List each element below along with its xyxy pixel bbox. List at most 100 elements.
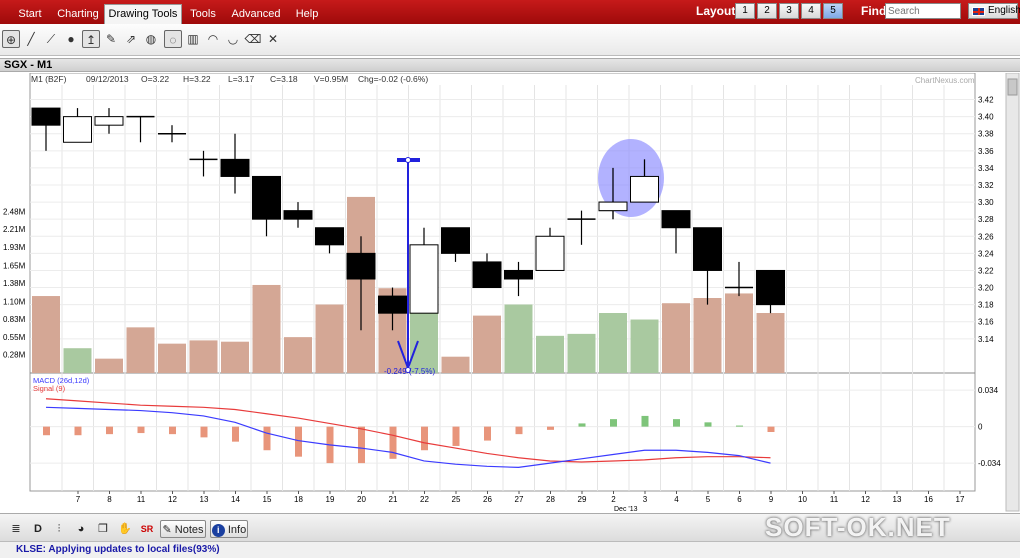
- tab-drawing-tools[interactable]: Drawing Tools: [104, 4, 182, 24]
- layout-button-4[interactable]: 4: [801, 3, 821, 19]
- notes-label: Notes: [174, 524, 204, 536]
- volume-tick-label: 1.10M: [3, 297, 26, 306]
- volume-bar: [756, 313, 785, 373]
- tab-charting[interactable]: Charting: [57, 8, 99, 20]
- fibonacci-lines-icon[interactable]: ▥: [187, 32, 199, 46]
- price-tick-label: 3.22: [978, 266, 994, 275]
- tab-advanced[interactable]: Advanced: [231, 8, 281, 20]
- price-tick-label: 3.18: [978, 301, 994, 310]
- notes-icon: ✎: [162, 524, 172, 536]
- x-tick-label: 25: [452, 495, 461, 504]
- info-button[interactable]: i Info: [210, 520, 248, 538]
- fan-tool-icon[interactable]: ◡: [227, 32, 239, 46]
- volume-bar: [410, 305, 438, 373]
- macd-histogram-bar: [704, 422, 712, 427]
- vertical-arrow-icon[interactable]: ↥: [82, 30, 100, 48]
- volume-bar: [504, 304, 533, 373]
- volume-bar: [599, 313, 627, 373]
- price-tick-label: 3.40: [978, 113, 994, 122]
- x-tick-label: 17: [956, 495, 965, 504]
- menu-lines-icon[interactable]: ≣: [11, 523, 21, 535]
- x-tick-label: 22: [420, 495, 429, 504]
- ellipse-tool-icon[interactable]: ◍: [145, 32, 157, 46]
- tab-tools[interactable]: Tools: [190, 8, 216, 20]
- volume-tick-label: 2.21M: [3, 225, 26, 234]
- ohlc-info-text: C=3.18: [270, 74, 298, 84]
- volume-tick-label: 1.38M: [3, 279, 26, 288]
- callout-tool-icon[interactable]: ◌: [164, 30, 182, 48]
- color-palette-icon[interactable]: ◕: [77, 523, 85, 535]
- circle-point-icon[interactable]: ●: [67, 32, 75, 46]
- x-tick-label: 11: [830, 495, 839, 504]
- macd-histogram-bar: [452, 426, 460, 446]
- volume-bar: [32, 296, 60, 373]
- uk-flag-icon: [972, 7, 985, 16]
- layout-button-3[interactable]: 3: [779, 3, 799, 19]
- candle-body: [315, 227, 344, 246]
- volume-bar: [284, 337, 312, 373]
- x-tick-label: 27: [515, 495, 524, 504]
- ohlc-info-text: H=3.22: [183, 74, 211, 84]
- month-label: Dec '13: [614, 506, 638, 513]
- ohlc-info-text: 09/12/2013: [86, 74, 129, 84]
- eraser-icon[interactable]: ⌫: [244, 32, 262, 46]
- erase-all-icon[interactable]: ✕: [267, 32, 279, 46]
- candle-body: [346, 252, 376, 280]
- x-tick-label: 2: [611, 495, 616, 504]
- candle-body: [598, 201, 628, 212]
- layout-button-5[interactable]: 5: [823, 3, 843, 19]
- arc-tool-icon[interactable]: ◠: [207, 32, 219, 46]
- price-tick-label: 3.36: [978, 147, 994, 156]
- candle-body: [504, 269, 533, 280]
- daily-interval-icon[interactable]: D: [34, 523, 42, 535]
- price-tick-label: 3.16: [978, 318, 994, 327]
- language-button[interactable]: English: [968, 3, 1020, 19]
- macd-histogram-bar: [547, 426, 554, 430]
- cursor-add-icon[interactable]: ⊕: [2, 30, 20, 48]
- candle-body: [378, 295, 407, 314]
- candle-body: [693, 227, 722, 271]
- price-tick-label: 3.24: [978, 249, 994, 258]
- bar-style-icon[interactable]: ⫶: [57, 523, 61, 535]
- ohlc-info-text: V=0.95M: [314, 74, 348, 84]
- volume-bar: [567, 333, 596, 373]
- candle-body: [756, 269, 785, 306]
- candle-body: [661, 210, 691, 229]
- candle-body: [535, 235, 565, 271]
- signal-legend: Signal (9): [33, 384, 66, 393]
- macd-histogram-bar: [106, 426, 113, 435]
- search-input[interactable]: [885, 3, 961, 19]
- support-resistance-icon[interactable]: SR: [140, 524, 154, 534]
- macd-histogram-bar: [358, 426, 365, 464]
- price-tick-label: 3.38: [978, 130, 994, 139]
- candle-body: [630, 175, 659, 203]
- x-tick-label: 11: [137, 495, 146, 504]
- x-tick-label: 12: [168, 495, 177, 504]
- tab-help[interactable]: Help: [295, 8, 319, 20]
- trend-arrow-icon[interactable]: ⇗: [125, 32, 137, 46]
- price-tick-label: 3.28: [978, 215, 994, 224]
- pencil-icon[interactable]: ✎: [105, 32, 117, 46]
- line-tool-icon[interactable]: ╱: [27, 32, 35, 46]
- x-tick-label: 13: [200, 495, 209, 504]
- hand-pan-icon[interactable]: ✋: [118, 523, 132, 535]
- ribbon-menu: Start Charting Drawing Tools Tools Advan…: [0, 0, 1020, 24]
- layout-button-1[interactable]: 1: [735, 3, 755, 19]
- volume-bar: [221, 341, 249, 373]
- x-tick-label: 15: [263, 495, 272, 504]
- x-tick-label: 6: [737, 495, 742, 504]
- info-label: Info: [227, 524, 247, 536]
- macd-histogram-bar: [389, 426, 397, 459]
- candle-body: [220, 158, 250, 177]
- notes-button[interactable]: ✎ Notes: [160, 520, 206, 538]
- ray-tool-icon[interactable]: ⟋: [46, 32, 56, 46]
- window-icon[interactable]: ❐: [98, 523, 108, 535]
- macd-histogram-bar: [673, 419, 680, 427]
- measure-label: -0.249 (-7.5%): [384, 367, 435, 376]
- volume-bar: [441, 356, 470, 373]
- layout-button-2[interactable]: 2: [757, 3, 777, 19]
- price-chart[interactable]: 3.42 3.40 3.38 3.36 3.34 3.32 3.30 3.28 3.26 3.24…: [0, 73, 1020, 513]
- x-tick-label: 9: [769, 495, 774, 504]
- tab-start[interactable]: Start: [18, 8, 42, 20]
- macd-histogram-bar: [169, 426, 176, 435]
